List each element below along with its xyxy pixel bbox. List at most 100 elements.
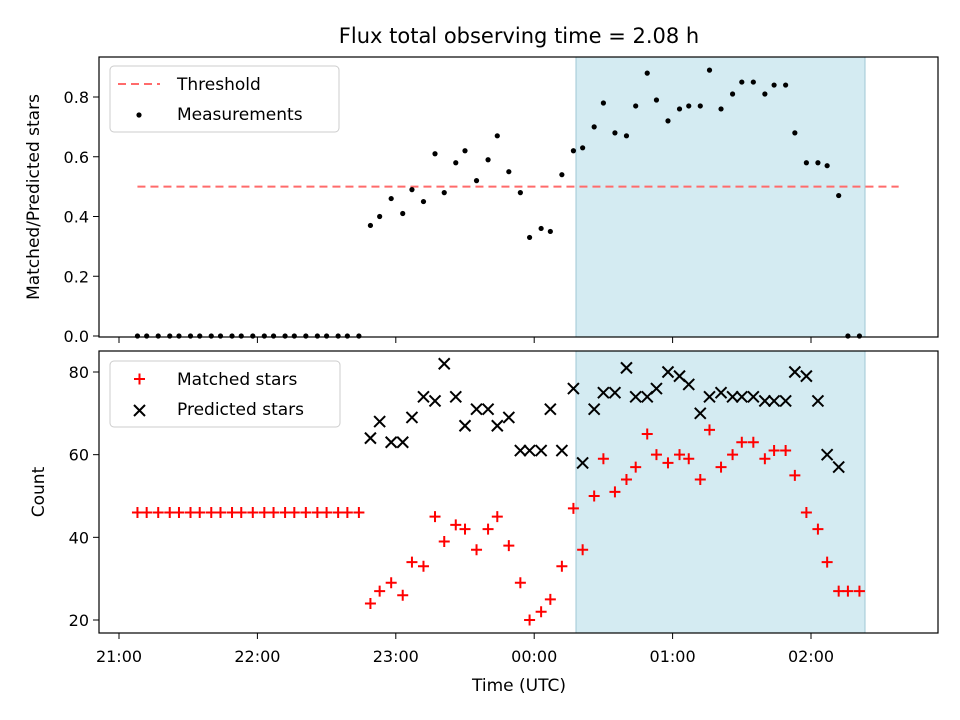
x-axis: 21:00 22:00 23:00 00:00 01:00 02:00 [96, 633, 834, 666]
measurement-point [676, 106, 683, 112]
measurement-point [367, 222, 374, 229]
measurement-point [314, 333, 320, 339]
matched-star-point [226, 507, 238, 519]
measurement-point [750, 79, 756, 85]
x-tick-label: 00:00 [511, 647, 557, 666]
predicted-star-point [576, 456, 589, 470]
predicted-star-point [747, 390, 760, 404]
measurement-point [217, 333, 224, 339]
predicted-star-point [788, 365, 802, 379]
top-legend: Threshold Measurements [109, 65, 340, 133]
matched-star-point [268, 507, 280, 519]
matched-star-point [759, 453, 771, 465]
matched-star-point [768, 445, 780, 457]
matched-star-point [662, 457, 674, 469]
measurement-point [303, 333, 309, 339]
measurement-point [824, 163, 830, 169]
predicted-star-point [514, 444, 527, 457]
measurement-point [409, 187, 415, 193]
measurement-point [803, 160, 809, 166]
measurement-point [176, 333, 182, 339]
matched-star-point [535, 606, 547, 618]
measurement-point [144, 333, 150, 339]
x-tick-label: 23:00 [373, 647, 419, 666]
measurement-point [538, 225, 544, 232]
predicted-star-point [384, 436, 398, 449]
measurement-point [686, 103, 692, 109]
matched-stars-points [131, 424, 865, 626]
predicted-star-point [567, 382, 580, 395]
predicted-star-point [597, 386, 610, 399]
matched-star-point [609, 486, 621, 498]
top-observing-window [575, 56, 866, 338]
measurement-point [653, 97, 660, 103]
matched-star-point [524, 614, 536, 626]
top-panel: 0.00.20.40.60.8 Matched/Predicted stars … [24, 56, 939, 346]
measurement-point [612, 130, 618, 136]
bottom-legend: Matched stars Predicted stars [109, 360, 341, 428]
measurement-point [453, 160, 459, 166]
predicted-star-point [405, 411, 419, 424]
bottom-y-label: Count [29, 466, 49, 517]
measurement-point [485, 157, 491, 163]
legend-predicted-label: Predicted stars [177, 400, 304, 420]
matched-star-point [674, 449, 686, 461]
predicted-star-point [714, 386, 728, 399]
measurement-point [559, 172, 565, 178]
matched-star-point [300, 507, 312, 519]
top-y-tick-label: 0.0 [64, 327, 89, 346]
legend-matched-swatch [134, 373, 145, 385]
predicted-star-point [735, 390, 749, 404]
measurement-point [815, 160, 821, 166]
measurement-point [580, 145, 586, 151]
bottom-legend-box [109, 360, 341, 428]
matched-star-point [630, 461, 642, 473]
predicted-star-point [481, 402, 495, 416]
predicted-star-point [364, 431, 377, 445]
top-y-tick-label: 0.6 [64, 148, 89, 167]
bottom-y-tick-label: 80 [69, 363, 89, 382]
predicted-star-point [661, 365, 675, 379]
measurement-point [644, 70, 650, 76]
matched-star-point [588, 490, 600, 502]
measurement-point [291, 333, 297, 339]
measurement-point [792, 130, 798, 136]
matched-star-point [364, 597, 376, 609]
chart-title: Flux total observing time = 2.08 h [339, 24, 699, 48]
measurement-point [526, 234, 533, 241]
top-axes-frame [98, 56, 939, 338]
measurement-point [432, 151, 438, 157]
predicted-star-point [438, 357, 451, 370]
measurement-point [377, 213, 383, 220]
bottom-y-axis: 20 40 60 80 [69, 363, 99, 630]
matched-star-point [641, 428, 653, 440]
measurement-point [187, 333, 194, 339]
measurement-point [388, 195, 394, 202]
matched-star-point [164, 507, 176, 519]
measurement-point [462, 148, 468, 154]
measurement-point [344, 333, 350, 339]
matched-star-point [385, 577, 397, 589]
matched-star-point [780, 445, 792, 457]
measurement-point [197, 333, 203, 339]
predicted-star-point [458, 419, 472, 432]
matched-star-point [789, 469, 801, 481]
matched-star-point [247, 507, 259, 519]
matched-star-point [853, 585, 865, 597]
predicted-star-point [694, 407, 707, 420]
matched-star-point [471, 544, 483, 556]
measurement-point [494, 133, 500, 139]
measurement-point [282, 333, 288, 339]
top-y-tick-label: 0.8 [64, 88, 89, 107]
matched-star-point [683, 453, 695, 465]
matched-star-point [842, 585, 854, 597]
matched-star-point [736, 436, 748, 448]
matched-star-point [459, 523, 471, 535]
predicted-star-point [428, 394, 442, 408]
matched-star-point [694, 473, 706, 485]
measurement-point [591, 124, 597, 130]
matched-star-point [235, 507, 247, 519]
matched-star-point [620, 473, 632, 485]
